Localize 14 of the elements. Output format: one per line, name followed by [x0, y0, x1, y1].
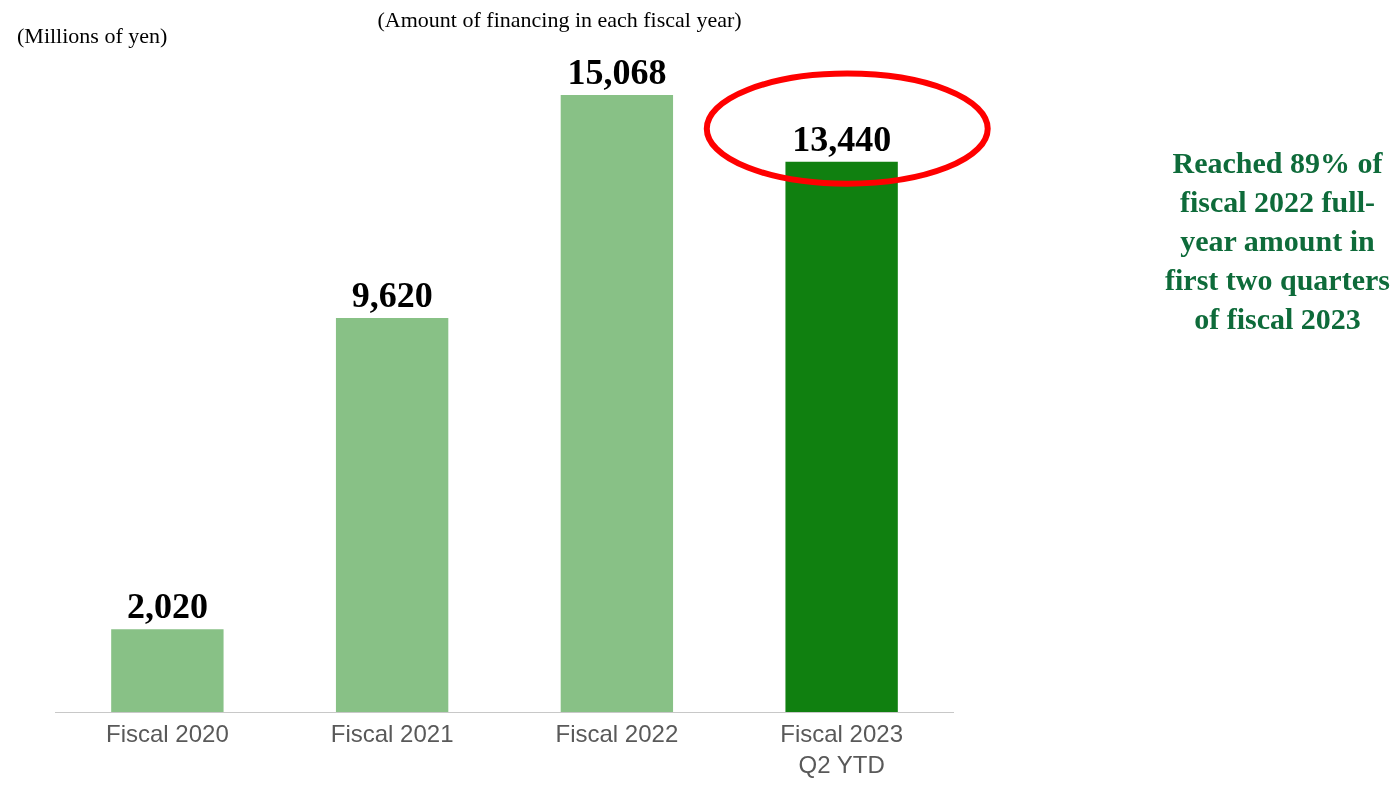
- x-tick-label: Fiscal 2021: [330, 719, 454, 747]
- data-label: 2,020: [126, 586, 208, 627]
- data-label: 15,068: [567, 52, 667, 92]
- data-label: 9,620: [351, 275, 433, 316]
- bar: [335, 318, 449, 712]
- bar: [560, 95, 674, 712]
- x-tick-label: Fiscal 2022: [555, 719, 679, 747]
- chart-title: (Amount of financing in each fiscal year): [377, 7, 742, 33]
- x-tick-label: Fiscal 2023 Q2 YTD: [780, 719, 903, 778]
- bar: [111, 629, 224, 712]
- data-label: 13,440: [792, 118, 892, 159]
- text: Reached 89% of fiscal 2022 full-year amount in first two quarters of fiscal 2023: [1165, 146, 1390, 335]
- y-axis-title: (Millions of yen): [17, 23, 168, 48]
- x-tick-label: Fiscal 2020: [106, 719, 229, 747]
